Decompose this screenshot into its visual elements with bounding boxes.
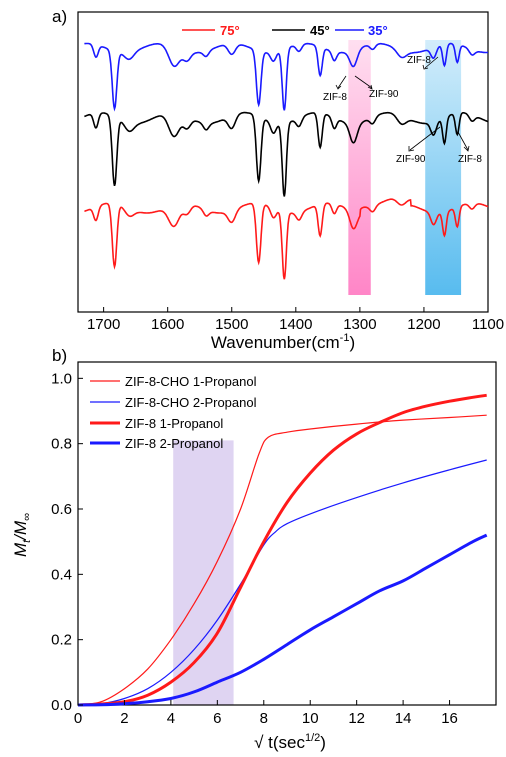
annotation-arrowhead-zif90-a xyxy=(367,84,373,90)
annotation-zif8-3: ZIF-8 xyxy=(458,154,482,165)
ftir-x-axis-title: Wavenumber(cm-1) xyxy=(211,332,355,352)
x-tick-label: 14 xyxy=(395,710,412,727)
uptake-plot-frame xyxy=(77,361,497,706)
uptake-curve xyxy=(77,393,487,707)
ftir-spectra xyxy=(84,42,489,280)
uptake-shaded-region xyxy=(173,440,234,705)
uptake-axis-ticks: 0 2 4 6 8 10 12 14 16 0.0 0.2 0.4 0.6 0.8 1.0 xyxy=(51,370,458,727)
highlight-band xyxy=(425,40,462,295)
ftir-panel: a) 1700 1600 1500 1400 1300 1200 1100 75° 45° … xyxy=(52,7,504,352)
x-tick-label: 0 xyxy=(74,710,82,727)
x-tick-label: 1100 xyxy=(472,316,504,333)
ftir-spectrum-line xyxy=(84,42,489,112)
x-tick-label: 1700 xyxy=(87,316,120,333)
legend-label-35: 35° xyxy=(368,23,388,38)
y-tick-label: 0.4 xyxy=(51,566,72,583)
x-tick-label: 10 xyxy=(302,710,319,727)
highlight-band xyxy=(348,40,371,295)
annotation-arrowhead-zif8-b xyxy=(422,64,429,70)
legend-label-45: 45° xyxy=(310,23,330,38)
annotation-arrowhead-zif8-a xyxy=(335,84,342,90)
legend-label-zif8-1-propanol: ZIF-8 1-Propanol xyxy=(125,416,223,431)
ftir-annotations xyxy=(335,56,470,152)
highlight-bands xyxy=(348,40,462,295)
x-tick-label: 1300 xyxy=(343,316,376,333)
y-tick-label: 0.6 xyxy=(51,501,72,518)
x-tick-label: 6 xyxy=(213,710,221,727)
uptake-legend: ZIF-8-CHO 1-Propanol ZIF-8-CHO 2-Propano… xyxy=(90,374,257,451)
legend-label-cho-2-propanol: ZIF-8-CHO 2-Propanol xyxy=(125,395,257,410)
ftir-x-axis-ticks: 1700 1600 1500 1400 1300 1200 1100 xyxy=(87,307,504,333)
x-tick-label: 2 xyxy=(120,710,128,727)
annotation-arrow-zif90-b xyxy=(409,126,441,151)
y-tick-label: 0.0 xyxy=(51,697,72,714)
x-tick-label: 4 xyxy=(167,710,175,727)
ftir-spectrum-line xyxy=(84,111,489,197)
x-tick-label: 1600 xyxy=(151,316,184,333)
panel-a-label: a) xyxy=(52,7,67,26)
uptake-x-axis-title: √ t(sec1/2) xyxy=(254,732,326,752)
panel-b-label: b) xyxy=(52,346,67,365)
annotation-arrow-zif8-c xyxy=(457,131,469,151)
annotation-zif8-2: ZIF-8 xyxy=(407,55,431,66)
y-tick-label: 0.2 xyxy=(51,632,72,649)
x-tick-label: 16 xyxy=(441,710,458,727)
legend-label-zif8-2-propanol: ZIF-8 2-Propanol xyxy=(125,436,223,451)
ftir-legend: 75° 45° 35° xyxy=(182,23,388,38)
uptake-y-axis-title: Mt/M∞ xyxy=(11,513,33,557)
annotation-zif8-1: ZIF-8 xyxy=(323,92,347,103)
x-tick-label: 1200 xyxy=(407,316,440,333)
uptake-curve xyxy=(77,533,488,707)
annotation-arrow-zif8-b xyxy=(424,56,439,69)
annotation-arrowhead-zif8-c xyxy=(463,145,470,152)
ftir-spectrum-line xyxy=(84,198,489,280)
y-tick-label: 1.0 xyxy=(51,370,72,387)
ftir-plot-frame xyxy=(77,11,489,313)
x-tick-label: 1400 xyxy=(279,316,312,333)
x-tick-label: 8 xyxy=(260,710,268,727)
annotation-zif90-1: ZIF-90 xyxy=(369,89,399,100)
annotation-arrowhead-zif90-b xyxy=(408,146,415,152)
uptake-curve xyxy=(77,414,487,706)
annotation-arrow-zif8-a xyxy=(337,75,347,89)
x-tick-label: 1500 xyxy=(215,316,248,333)
uptake-panel: b) 0 2 4 6 8 10 12 14 16 0.0 0.2 0.4 0.6 0.8 1.0 ZIF-8… xyxy=(11,346,497,752)
legend-label-75: 75° xyxy=(220,23,240,38)
y-tick-label: 0.8 xyxy=(51,436,72,453)
annotation-arrow-zif90-a xyxy=(354,75,373,89)
shaded-region xyxy=(173,440,234,705)
annotation-zif90-2: ZIF-90 xyxy=(396,154,426,165)
uptake-curves xyxy=(77,393,488,707)
x-tick-label: 12 xyxy=(348,710,365,727)
legend-label-cho-1-propanol: ZIF-8-CHO 1-Propanol xyxy=(125,374,257,389)
uptake-curve xyxy=(77,459,487,706)
